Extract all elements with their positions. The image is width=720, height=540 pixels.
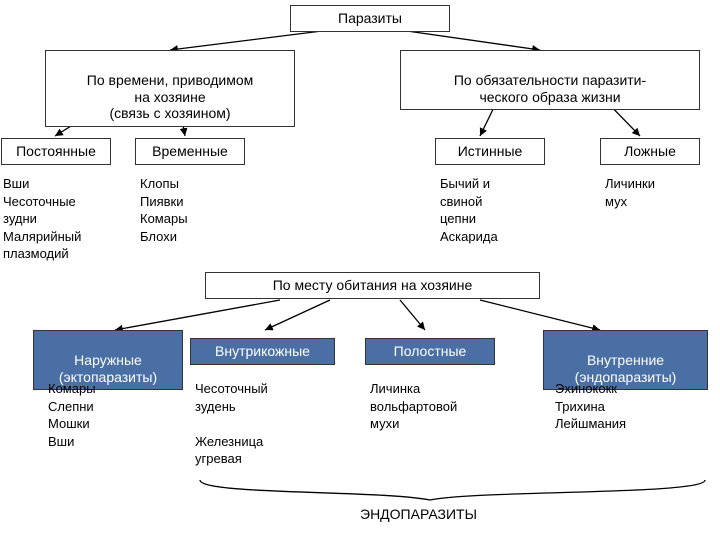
- b2c1-examples: Бычий и свиной цепни Аскарида: [440, 175, 498, 245]
- b3c1-examples: Комары Слепни Мошки Вши: [48, 380, 96, 450]
- branch3-label: По месту обитания на хозяине: [273, 277, 473, 293]
- b2c1-box: Истинные: [435, 138, 545, 165]
- b1c1-examples: Вши Чесоточные зудни Малярийный плазмоди…: [3, 175, 81, 263]
- root-label: Паразиты: [338, 10, 402, 26]
- b1c2-label: Временные: [152, 143, 228, 159]
- b3c2-examples: Чесоточный зудень Железница угревая: [195, 380, 268, 468]
- branch2-box: По обязательности паразити- ческого обра…: [400, 50, 700, 110]
- b2c2-examples: Личинки мух: [605, 175, 655, 210]
- b2c2-label: Ложные: [624, 143, 676, 159]
- b3c3-box: Полостные: [365, 338, 495, 365]
- branch2-label: По обязательности паразити- ческого обра…: [454, 72, 646, 105]
- footer-label: ЭНДОПАРАЗИТЫ: [360, 505, 477, 524]
- branch3-box: По месту обитания на хозяине: [205, 272, 540, 299]
- b3c3-examples: Личинка вольфартовой мухи: [370, 380, 457, 433]
- branch1-box: По времени, приводимом на хозяине (связь…: [45, 50, 295, 127]
- b1c1-label: Постоянные: [16, 143, 96, 159]
- b3c4-examples: Эхинококк Трихина Лейшмания: [555, 380, 626, 433]
- b2c2-box: Ложные: [600, 138, 700, 165]
- branch1-label: По времени, приводимом на хозяине (связь…: [87, 72, 253, 122]
- b2c1-label: Истинные: [458, 143, 523, 159]
- b3c2-box: Внутрикожные: [190, 338, 335, 365]
- b1c2-box: Временные: [135, 138, 245, 165]
- b1c1-box: Постоянные: [1, 138, 111, 165]
- b3c2-label: Внутрикожные: [215, 343, 310, 359]
- b3c3-label: Полостные: [394, 343, 467, 359]
- b1c2-examples: Клопы Пиявки Комары Блохи: [140, 175, 188, 245]
- root-box: Паразиты: [290, 5, 450, 32]
